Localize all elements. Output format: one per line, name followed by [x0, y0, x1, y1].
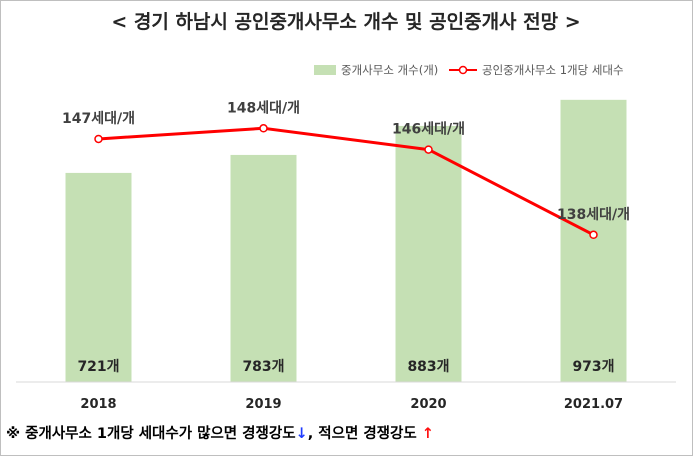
- legend-line-label: 공인중개사무소 1개당 세대수: [482, 63, 624, 77]
- bar-2: [395, 125, 462, 383]
- x-tick-3: 2021.07: [564, 397, 623, 412]
- footnote-prefix: ※ 중개사무소 1개당 세대수가 많으면 경쟁강도: [6, 426, 296, 442]
- legend-bar-label: 중개사무소 개수(개): [341, 63, 438, 77]
- line-point-2: [424, 145, 433, 154]
- line-series: [94, 124, 598, 240]
- line-point-3: [589, 230, 598, 240]
- chart: < 경기 하남시 공인중개사무소 개수 및 공인중개사 전망 > 중개사무소 개…: [16, 11, 676, 412]
- legend-line-marker: [458, 65, 468, 75]
- bar-data-labels: 721개 783개 883개 973개: [77, 359, 614, 375]
- x-tick-1: 2019: [245, 397, 281, 412]
- x-tick-0: 2018: [80, 397, 116, 412]
- line-point-1: [259, 124, 268, 133]
- line-label-0: 147세대/개: [62, 111, 135, 127]
- bar-label-2: 883개: [407, 359, 449, 375]
- line-label-3: 138세대/개: [557, 207, 630, 223]
- line-label-2: 146세대/개: [392, 122, 465, 138]
- x-axis-ticks: 2018 2019 2020 2021.07: [80, 397, 623, 412]
- line-path: [98, 126, 595, 237]
- bar-series: [65, 99, 627, 383]
- legend-bar-swatch: [314, 65, 336, 75]
- bar-label-1: 783개: [242, 359, 284, 375]
- bar-label-0: 721개: [77, 359, 119, 375]
- chart-title: < 경기 하남시 공인중개사무소 개수 및 공인중개사 전망 >: [111, 11, 580, 33]
- line-point-0: [94, 134, 103, 144]
- footnote-middle: , 적으면 경쟁강도: [307, 426, 417, 442]
- bar-3: [560, 99, 627, 382]
- line-data-labels: 147세대/개 148세대/개 146세대/개 138세대/개: [62, 100, 630, 223]
- footnote: ※ 중개사무소 1개당 세대수가 많으면 경쟁강도↓, 적으면 경쟁강도 ↑: [6, 422, 434, 443]
- bar-label-3: 973개: [572, 359, 614, 375]
- arrow-down-icon: ↓: [295, 426, 308, 442]
- legend: 중개사무소 개수(개) 공인중개사무소 1개당 세대수: [314, 63, 624, 77]
- arrow-up-icon: ↑: [421, 426, 434, 442]
- x-tick-2: 2020: [410, 397, 446, 412]
- bar-1: [230, 154, 297, 382]
- bar-0: [65, 172, 132, 382]
- line-label-1: 148세대/개: [227, 100, 300, 116]
